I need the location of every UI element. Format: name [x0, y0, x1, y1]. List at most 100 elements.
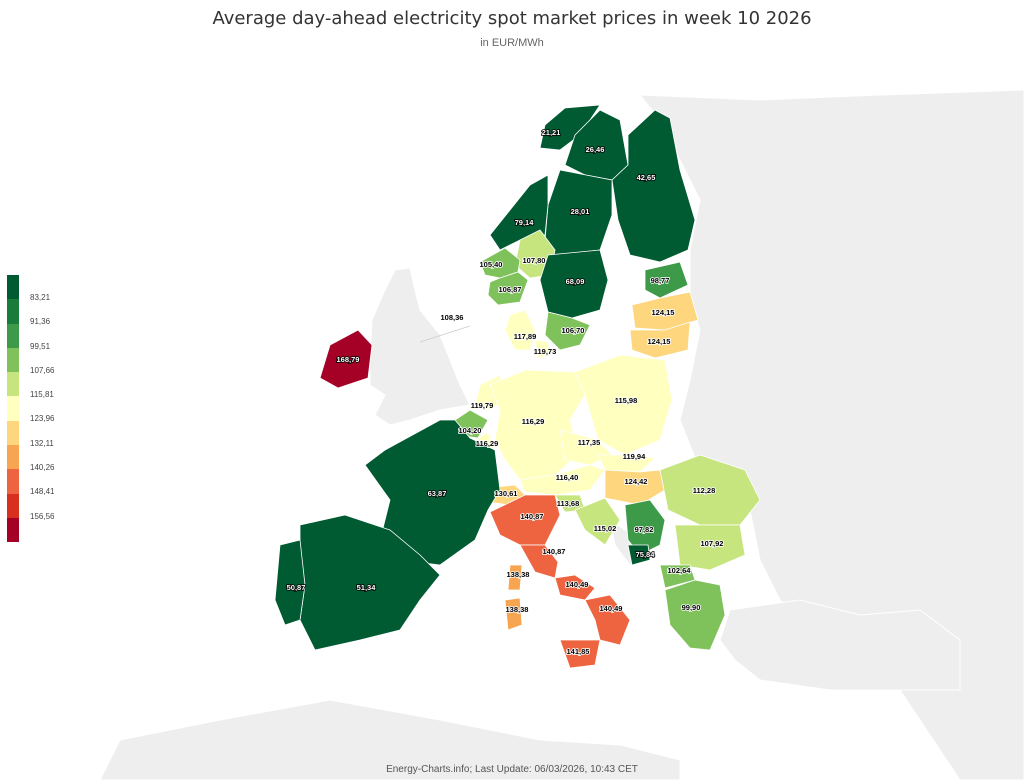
region-it_s[interactable]	[584, 594, 631, 646]
region-sk[interactable]	[597, 454, 656, 473]
region-it_sic[interactable]	[559, 639, 601, 669]
region-me[interactable]	[627, 544, 651, 566]
region-price-label: 97,82	[635, 525, 654, 534]
region-at[interactable]	[519, 464, 606, 496]
legend-swatch	[7, 420, 19, 446]
region-price-label: 140,87	[543, 547, 566, 556]
legend-label: 156,56	[30, 511, 55, 521]
region-dk1[interactable]	[504, 309, 536, 351]
region-price-label: 116,40	[556, 473, 579, 482]
region-se3[interactable]	[539, 249, 609, 319]
legend-label: 140,26	[30, 463, 55, 473]
region-it_cs[interactable]	[554, 574, 596, 601]
region-north-africa	[99, 699, 681, 780]
region-fi[interactable]	[611, 109, 696, 263]
region-price-label: 116,29	[476, 439, 499, 448]
chart-title: Average day-ahead electricity spot marke…	[212, 8, 812, 29]
region-price-label: 79,14	[515, 218, 535, 227]
region-price-label: 124,15	[648, 337, 671, 346]
legend-swatch	[7, 347, 19, 373]
leader-line-uk	[419, 325, 471, 343]
region-hu[interactable]	[604, 469, 666, 506]
region-price-label: 68,09	[566, 277, 585, 286]
region-it_cn[interactable]	[519, 544, 559, 579]
region-ro[interactable]	[659, 454, 761, 526]
non-data-countries	[99, 89, 1024, 780]
legend-swatch	[7, 493, 19, 518]
region-ee[interactable]	[644, 261, 689, 299]
region-price-label: 107,80	[523, 256, 546, 265]
legend-label: 148,41	[30, 487, 55, 497]
region-ie[interactable]	[319, 329, 373, 389]
region-price-label: 168,79	[337, 355, 360, 364]
region-rs[interactable]	[624, 499, 666, 556]
region-price-label: 51,34	[357, 583, 377, 592]
region-price-label: 21,21	[542, 128, 561, 137]
region-price-label: 116,29	[522, 417, 545, 426]
region-price-label: 102,64	[668, 566, 692, 575]
region-price-label: 98,77	[651, 276, 670, 285]
region-price-label: 141,85	[567, 647, 590, 656]
legend-label: 115,81	[30, 390, 54, 400]
region-price-label: 105,40	[480, 260, 503, 269]
legend-label: 132,11	[30, 438, 54, 448]
region-price-label: 104,20	[459, 426, 482, 435]
region-it_sar_n[interactable]	[507, 564, 523, 591]
region-pl[interactable]	[574, 354, 673, 456]
region-price-label: 140,49	[566, 580, 589, 589]
legend-label: 99,51	[30, 341, 51, 351]
region-bg[interactable]	[674, 524, 746, 571]
region-price-label: 26,46	[586, 145, 605, 154]
region-hr[interactable]	[574, 497, 621, 546]
region-it_sar_s[interactable]	[504, 597, 523, 631]
legend-swatch	[7, 469, 19, 494]
region-it_n[interactable]	[489, 494, 561, 546]
region-no2[interactable]	[487, 271, 529, 306]
region-price-label: 117,35	[578, 438, 601, 447]
region-price-label: 112,28	[693, 486, 716, 495]
region-price-label: 119,94	[623, 452, 646, 461]
region-price-label: 106,87	[499, 285, 522, 294]
region-price-label: 119,79	[471, 401, 494, 410]
region-price-label: 113,68	[557, 499, 580, 508]
region-price-label: 115,02	[594, 524, 617, 533]
region-fr[interactable]	[364, 419, 501, 566]
chart-subtitle: in EUR/MWh	[480, 37, 544, 49]
region-price-label: 138,38	[506, 605, 529, 614]
region-price-label: 42,65	[637, 173, 656, 182]
region-price-label: 28,01	[571, 207, 590, 216]
region-de[interactable]	[489, 369, 586, 481]
legend-swatch	[7, 323, 19, 348]
legend-label: 107,66	[30, 365, 55, 375]
legend-label: 123,96	[30, 414, 55, 424]
legend-swatch	[7, 396, 19, 421]
legend-swatch	[7, 445, 19, 470]
region-lv[interactable]	[631, 291, 699, 331]
region-price-label: 115,98	[615, 396, 638, 405]
region-price-label: 107,92	[701, 539, 724, 548]
region-price-label: 124,42	[625, 477, 648, 486]
region-turkey	[719, 599, 961, 691]
region-price-label: 63,87	[428, 489, 447, 498]
region-price-label: 106,70	[562, 326, 585, 335]
region-price-label: 108,36	[441, 313, 464, 322]
region-gr[interactable]	[664, 579, 726, 651]
legend-label: 91,36	[30, 317, 51, 327]
region-pt[interactable]	[274, 539, 306, 626]
region-price-label: 99,90	[682, 603, 701, 612]
region-se4[interactable]	[544, 311, 591, 351]
legend-label: 83,21	[30, 293, 51, 302]
region-price-label: 140,87	[521, 512, 544, 521]
region-price-label: 117,89	[514, 332, 537, 341]
legend-swatch	[7, 275, 19, 300]
region-price-label: 119,73	[534, 347, 557, 356]
region-lt[interactable]	[629, 321, 691, 359]
region-no3[interactable]	[489, 174, 549, 251]
legend-swatch	[7, 372, 19, 397]
region-price-label: 140,49	[600, 604, 623, 613]
legend-swatch	[7, 299, 19, 324]
region-great-britain	[369, 267, 471, 426]
region-price-label: 124,15	[652, 308, 675, 317]
region-dk2[interactable]	[534, 339, 551, 359]
